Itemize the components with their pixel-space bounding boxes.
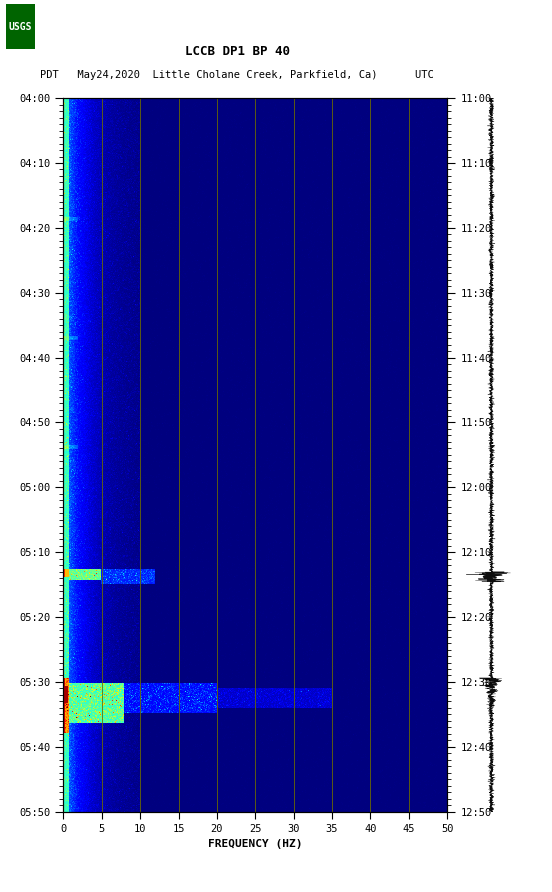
Bar xyxy=(6,4,35,49)
Text: LCCB DP1 BP 40: LCCB DP1 BP 40 xyxy=(185,45,290,58)
Text: USGS: USGS xyxy=(8,21,32,32)
X-axis label: FREQUENCY (HZ): FREQUENCY (HZ) xyxy=(208,839,302,849)
Text: PDT   May24,2020  Little Cholane Creek, Parkfield, Ca)      UTC: PDT May24,2020 Little Cholane Creek, Par… xyxy=(40,70,434,80)
